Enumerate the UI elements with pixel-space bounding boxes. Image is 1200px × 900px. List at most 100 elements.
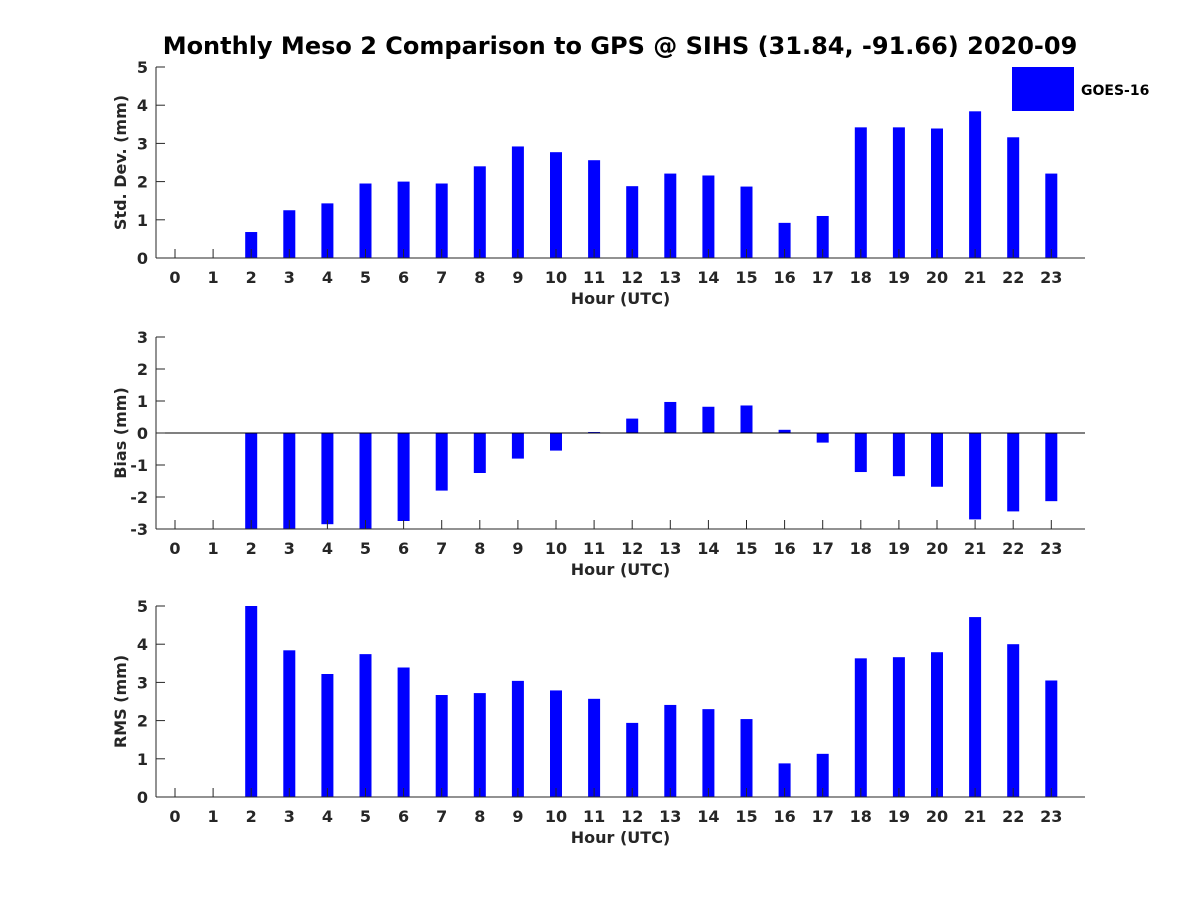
bar-hour-23 bbox=[1045, 680, 1058, 797]
bar-hour-22 bbox=[1007, 644, 1020, 797]
x-tick-label: 9 bbox=[512, 539, 523, 558]
x-tick-label: 17 bbox=[812, 268, 834, 287]
bar-hour-13 bbox=[664, 704, 677, 797]
x-tick-label: 10 bbox=[545, 539, 567, 558]
x-tick-label: 16 bbox=[773, 539, 795, 558]
bar-hour-23 bbox=[1045, 173, 1058, 258]
y-tick-label: -3 bbox=[130, 520, 148, 539]
bar-hour-19 bbox=[892, 433, 905, 477]
bar-hour-5 bbox=[359, 654, 372, 797]
x-tick-label: 21 bbox=[964, 807, 986, 826]
bar-hour-11 bbox=[588, 698, 601, 797]
bar-hour-17 bbox=[816, 433, 829, 443]
x-tick-label: 23 bbox=[1040, 539, 1062, 558]
y-tick-label: 3 bbox=[137, 673, 148, 692]
bar-hour-6 bbox=[397, 181, 410, 258]
x-tick-label: 19 bbox=[888, 807, 910, 826]
x-tick-label: 7 bbox=[436, 807, 447, 826]
bar-hour-12 bbox=[626, 418, 639, 433]
chart-title: Monthly Meso 2 Comparison to GPS @ SIHS … bbox=[163, 32, 1078, 60]
x-tick-label: 15 bbox=[735, 268, 757, 287]
y-tick-label: 2 bbox=[137, 360, 148, 379]
y-tick-label: 5 bbox=[137, 58, 148, 77]
bar-hour-17 bbox=[816, 753, 829, 797]
x-tick-label: 17 bbox=[812, 539, 834, 558]
bar-hour-19 bbox=[892, 127, 905, 258]
x-tick-label: 9 bbox=[512, 268, 523, 287]
x-tick-label: 17 bbox=[812, 807, 834, 826]
bar-hour-19 bbox=[892, 657, 905, 797]
y-tick-label: 1 bbox=[137, 750, 148, 769]
x-tick-label: 5 bbox=[360, 807, 371, 826]
bar-hour-4 bbox=[321, 673, 334, 797]
y-tick-label: 0 bbox=[137, 788, 148, 807]
bar-hour-16 bbox=[778, 763, 791, 797]
x-tick-label: 1 bbox=[208, 539, 219, 558]
x-tick-label: 2 bbox=[246, 807, 257, 826]
bar-hour-9 bbox=[511, 680, 524, 797]
bar-hour-4 bbox=[321, 203, 334, 258]
x-tick-label: 23 bbox=[1040, 268, 1062, 287]
x-tick-label: 10 bbox=[545, 268, 567, 287]
x-tick-label: 6 bbox=[398, 539, 409, 558]
bar-hour-23 bbox=[1045, 433, 1058, 502]
bar-hour-22 bbox=[1007, 137, 1020, 258]
bar-hour-15 bbox=[740, 405, 753, 433]
x-tick-label: 12 bbox=[621, 539, 643, 558]
bar-hour-11 bbox=[588, 160, 601, 258]
x-tick-label: 12 bbox=[621, 807, 643, 826]
x-tick-label: 14 bbox=[697, 268, 719, 287]
x-tick-label: 1 bbox=[208, 807, 219, 826]
y-tick-label: -1 bbox=[130, 456, 148, 475]
y-tick-label: 1 bbox=[137, 211, 148, 230]
bar-hour-9 bbox=[511, 433, 524, 459]
bar-hour-14 bbox=[702, 709, 715, 797]
x-tick-label: 11 bbox=[583, 539, 605, 558]
bar-hour-21 bbox=[969, 617, 982, 797]
bar-hour-9 bbox=[511, 146, 524, 258]
bar-hour-4 bbox=[321, 433, 334, 525]
y-axis-label: Std. Dev. (mm) bbox=[111, 95, 130, 230]
x-tick-label: 5 bbox=[360, 268, 371, 287]
bar-hour-16 bbox=[778, 429, 791, 433]
bar-hour-18 bbox=[854, 658, 867, 797]
y-axis-label: RMS (mm) bbox=[111, 655, 130, 748]
bar-hour-12 bbox=[626, 722, 639, 797]
x-tick-label: 13 bbox=[659, 807, 681, 826]
bar-hour-18 bbox=[854, 433, 867, 473]
bar-hour-3 bbox=[283, 650, 296, 797]
bar-hour-6 bbox=[397, 433, 410, 521]
bar-hour-5 bbox=[359, 183, 372, 258]
x-tick-label: 8 bbox=[474, 268, 485, 287]
x-tick-label: 19 bbox=[888, 268, 910, 287]
y-tick-label: -2 bbox=[130, 488, 148, 507]
x-tick-label: 18 bbox=[850, 268, 872, 287]
y-tick-label: 0 bbox=[137, 424, 148, 443]
x-tick-label: 15 bbox=[735, 807, 757, 826]
bar-hour-14 bbox=[702, 406, 715, 433]
x-tick-label: 13 bbox=[659, 268, 681, 287]
legend-label: GOES-16 bbox=[1081, 83, 1149, 99]
x-tick-label: 16 bbox=[773, 268, 795, 287]
bar-hour-17 bbox=[816, 215, 829, 258]
bar-hour-20 bbox=[931, 433, 943, 487]
x-tick-label: 0 bbox=[169, 807, 180, 826]
x-tick-label: 11 bbox=[583, 807, 605, 826]
x-tick-label: 21 bbox=[964, 539, 986, 558]
bar-hour-2 bbox=[245, 232, 258, 258]
bar-hour-8 bbox=[473, 166, 486, 258]
bar-hour-3 bbox=[283, 433, 296, 529]
y-tick-label: 3 bbox=[137, 328, 148, 347]
x-tick-label: 9 bbox=[512, 807, 523, 826]
bar-hour-7 bbox=[435, 183, 448, 258]
x-tick-label: 22 bbox=[1002, 807, 1024, 826]
bar-hour-6 bbox=[397, 667, 410, 797]
bar-hour-7 bbox=[435, 433, 448, 491]
bar-hour-12 bbox=[626, 186, 639, 258]
x-tick-label: 23 bbox=[1040, 807, 1062, 826]
x-tick-label: 1 bbox=[208, 268, 219, 287]
x-tick-label: 0 bbox=[169, 539, 180, 558]
